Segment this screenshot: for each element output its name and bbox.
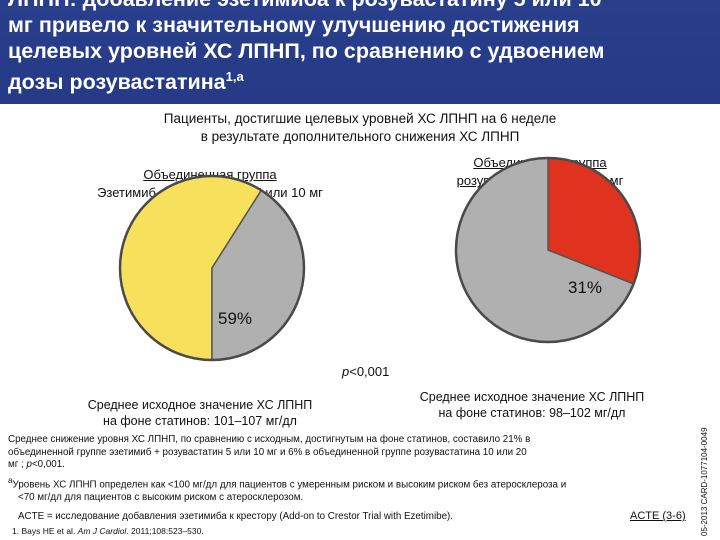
right-baseline-note: Среднее исходное значение ХС ЛПНП на фон…: [419, 390, 645, 420]
panel-title-line-1: Пациенты, достигшие целевых уровней ХС Л…: [163, 111, 557, 126]
footnote-2: aУровень ХС ЛПНП определен как <100 мг/д…: [8, 476, 567, 503]
right-pie-label: 31%: [568, 278, 603, 297]
footnote-1: Среднее снижение уровня ХС ЛПНП, по срав…: [8, 434, 531, 470]
left-pie-chart: [118, 174, 306, 362]
reference: 1. Bays HE et al. Am J Cardiol. 2011;108…: [12, 526, 204, 536]
study-tag: ACTE (3-6): [630, 510, 686, 522]
title-line-2: мг привело к значительному улучшению дос…: [8, 13, 580, 37]
right-pie-chart: [454, 156, 642, 344]
title-line-4: дозы розувастатина1,a: [8, 69, 244, 95]
title-line-1: ЛПНП: добавление эзетимиба к розувастати…: [8, 0, 708, 12]
panel-title-line-2: в результате дополнительного снижения ХС…: [200, 129, 520, 144]
pie-0-rim: [118, 174, 306, 362]
left-group-line-1: Объединенная группа: [143, 167, 277, 182]
title-superscript: 1,a: [225, 69, 244, 84]
title-line-3: целевых уровней ХС ЛПНП, по сравнению с …: [8, 39, 605, 63]
panel-title: Пациенты, достигшие целевых уровней ХС Л…: [60, 110, 660, 146]
footnote-3: ACTE = исследование добавления эзетимиба…: [18, 511, 453, 522]
document-code: 05-2013 CARD-1077104-0049: [700, 427, 709, 536]
p-value: p<0,001: [342, 364, 390, 379]
left-baseline-note: Среднее исходное значение ХС ЛПНП на фон…: [87, 398, 313, 428]
pie-1-rim: [454, 156, 642, 344]
slide-title: ЛПНП: добавление эзетимиба к розувастати…: [8, 0, 708, 95]
left-pie-label: 59%: [218, 309, 253, 328]
